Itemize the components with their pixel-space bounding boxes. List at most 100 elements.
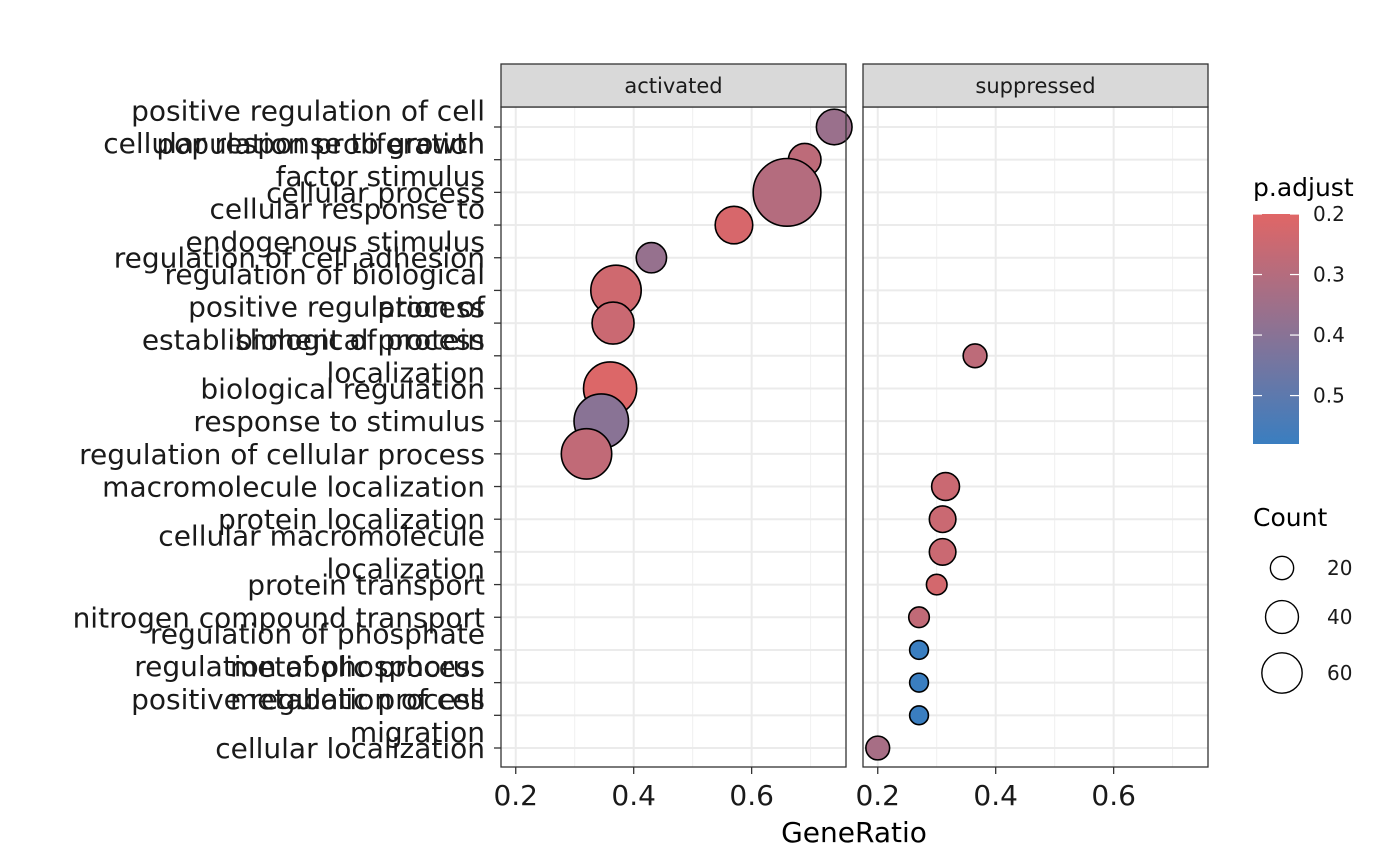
y-tick-label-line: biological process xyxy=(235,324,485,357)
y-tick-label-line: regulation of biological xyxy=(165,258,485,291)
size-legend-key xyxy=(1261,652,1303,694)
x-tick-label: 0.6 xyxy=(729,779,774,812)
strip-activated-label: activated xyxy=(624,74,722,98)
size-legend-keys: 20 40 60 xyxy=(1261,555,1352,694)
y-tick-label-line: population proliferation xyxy=(156,128,485,161)
strip-suppressed-label: suppressed xyxy=(975,74,1095,98)
y-tick-label-line: cellular localization xyxy=(215,732,485,765)
data-point xyxy=(908,639,930,661)
color-legend-label: 0.2 xyxy=(1313,202,1345,226)
size-legend-label: 20 xyxy=(1327,556,1352,580)
size-legend-label: 40 xyxy=(1327,605,1352,629)
data-point xyxy=(815,108,853,146)
y-tick-label-line: regulation of cellular process xyxy=(79,438,485,471)
y-tick-label-line: metabolic process xyxy=(230,683,485,716)
y-tick-label-line: regulation of phosphorus xyxy=(134,650,485,683)
size-legend-key xyxy=(1264,599,1300,635)
y-tick-label-line: regulation of cell adhesion xyxy=(114,242,485,275)
y-tick-label-line: migration xyxy=(350,716,485,749)
y-tick-label-line: protein transport xyxy=(247,569,485,602)
y-tick-label: cellular process xyxy=(266,176,485,209)
y-tick-label: regulation of cell adhesion xyxy=(114,242,485,275)
color-legend: p.adjust 0.2 0.3 0.4 0.5 xyxy=(1253,173,1354,444)
x-tick-label: 0.2 xyxy=(855,779,900,812)
panel-activated: activated xyxy=(500,63,853,768)
y-tick-label-line: cellular process xyxy=(266,176,485,209)
panel-suppressed-points xyxy=(865,343,988,761)
y-tick-label-line: protein localization xyxy=(218,503,485,536)
y-tick-label-line: process xyxy=(377,291,485,324)
y-tick-label-line: localization xyxy=(326,356,485,389)
color-legend-label: 0.3 xyxy=(1313,263,1345,287)
panel-suppressed: suppressed xyxy=(862,63,1209,768)
strip-suppressed xyxy=(862,63,1209,108)
data-point xyxy=(591,301,635,345)
y-tick-label: positive regulation of biological process xyxy=(188,291,486,357)
y-tick-label: cellular response to endogenous stimulus xyxy=(186,193,485,259)
y-tick-label-line: establishment of protein xyxy=(142,323,485,356)
size-legend-key xyxy=(1269,555,1295,581)
y-tick-label-line: metabolic process xyxy=(230,650,485,683)
data-point xyxy=(560,427,613,480)
x-tick-label: 0.4 xyxy=(973,779,1018,812)
x-tick-label: 0.6 xyxy=(1091,779,1136,812)
size-legend-title: Count xyxy=(1253,503,1327,532)
y-tick-label-line: cellular response to growth xyxy=(103,127,485,160)
data-point xyxy=(865,735,891,761)
size-legend-label: 60 xyxy=(1327,661,1352,685)
color-legend-label: 0.4 xyxy=(1313,323,1345,347)
y-tick-label-line: regulation of phosphate xyxy=(150,617,485,650)
y-tick-label-line: response to stimulus xyxy=(193,405,485,438)
x-tick-label: 0.2 xyxy=(493,779,538,812)
y-tick-label-line: positive regulation of cell xyxy=(131,683,485,716)
data-point xyxy=(908,672,930,693)
y-tick-label: positive regulation of cell migration xyxy=(131,683,485,749)
data-point xyxy=(928,537,957,566)
y-tick-label-line: macromolecule localization xyxy=(102,471,485,504)
y-tick-label: cellular macromolecule localization xyxy=(158,519,485,585)
data-point xyxy=(962,343,988,369)
size-legend: Count 20 40 60 xyxy=(1253,503,1352,694)
y-tick-label: cellular localization xyxy=(215,732,485,765)
y-tick-label-line: endogenous stimulus xyxy=(186,226,485,259)
color-legend-bar xyxy=(1253,214,1299,444)
y-tick-label: regulation of cellular process xyxy=(79,438,485,471)
y-tick-label-line: positive regulation of cell xyxy=(131,95,485,128)
data-point xyxy=(752,157,822,228)
x-axis-title: GeneRatio xyxy=(781,816,927,849)
data-point xyxy=(635,241,668,274)
x-tick-label: 0.4 xyxy=(611,779,656,812)
y-tick-label: protein transport xyxy=(247,569,485,602)
x-axis: 0.2 0.4 0.6 0.2 0.4 0.6 xyxy=(493,767,1136,812)
y-tick-label: nitrogen compound transport xyxy=(73,601,485,634)
strip-activated xyxy=(500,63,847,108)
y-tick-label-line: factor stimulus xyxy=(276,160,485,193)
data-point xyxy=(925,573,948,596)
y-tick-label: macromolecule localization xyxy=(102,471,485,504)
y-tick-label: cellular response to growth factor stimul… xyxy=(103,127,485,193)
y-tick-label: regulation of phosphate metabolic process xyxy=(150,617,485,683)
y-tick-label: protein localization xyxy=(218,503,485,536)
y-tick-label-line: positive regulation of xyxy=(188,291,486,324)
y-tick-label-line: biological regulation xyxy=(200,372,485,405)
y-tick-label-line: cellular response to xyxy=(210,193,485,226)
data-point xyxy=(928,505,957,534)
data-point xyxy=(908,705,930,726)
panel-suppressed-background xyxy=(863,107,1208,767)
panel-activated-points xyxy=(560,108,853,480)
y-axis: positive regulation of cell population pr… xyxy=(73,95,501,765)
y-tick-label-line: localization xyxy=(326,552,485,585)
y-tick-label: establishment of protein localization xyxy=(142,323,485,389)
y-tick-label: positive regulation of cell population pr… xyxy=(131,95,485,161)
data-point xyxy=(714,205,754,245)
color-legend-title: p.adjust xyxy=(1253,173,1354,202)
data-point xyxy=(907,606,931,629)
color-legend-ticks: 0.2 0.3 0.4 0.5 xyxy=(1253,202,1345,408)
data-point xyxy=(930,471,961,502)
y-tick-label: response to stimulus xyxy=(193,405,485,438)
y-tick-label: regulation of biological process xyxy=(165,258,485,324)
color-legend-label: 0.5 xyxy=(1313,384,1345,408)
y-tick-label: biological regulation xyxy=(200,372,485,405)
y-tick-label-line: nitrogen compound transport xyxy=(73,601,485,634)
